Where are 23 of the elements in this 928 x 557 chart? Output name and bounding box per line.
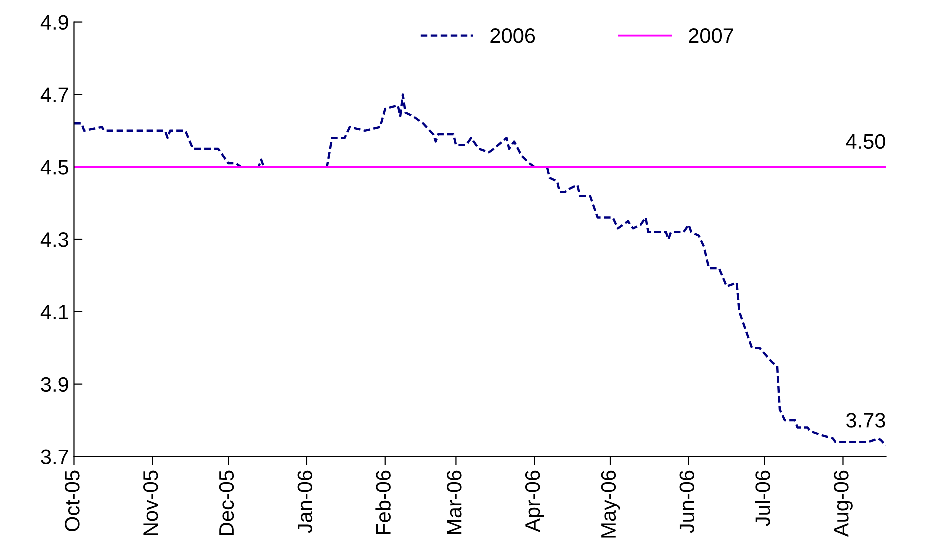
x-tick-label: Dec-05 (219, 470, 234, 536)
y-tick-label: 4.7 (40, 88, 68, 102)
annotation: 4.50 (846, 134, 886, 150)
y-tick-label: 4.3 (40, 232, 68, 248)
x-tick-label: Apr-06 (525, 470, 544, 532)
y-tick-label: 4.1 (40, 305, 68, 320)
legend-label: 2006 (490, 28, 536, 44)
x-tick-label: Jan-06 (298, 470, 313, 534)
x-tick-label: Oct-05 (65, 470, 80, 532)
y-tick-label: 3.9 (41, 377, 68, 392)
legend-label: 2007 (689, 28, 734, 44)
annotation: 3.73 (846, 413, 886, 428)
y-tick-label: 4.5 (40, 160, 69, 175)
y-tick-label: 3.7 (41, 450, 68, 464)
x-tick-label: Nov-05 (143, 470, 158, 536)
y-tick-label: 4.9 (40, 15, 68, 30)
x-tick-label: Jul-06 (755, 470, 770, 526)
x-tick-label: Feb-06 (376, 470, 391, 534)
x-tick-label: Jun-06 (680, 470, 695, 534)
x-tick-label: Mar-06 (447, 470, 462, 534)
line-series (74, 94, 886, 447)
x-tick-label: Aug-06 (834, 470, 853, 538)
x-tick-label: May-06 (601, 470, 620, 538)
